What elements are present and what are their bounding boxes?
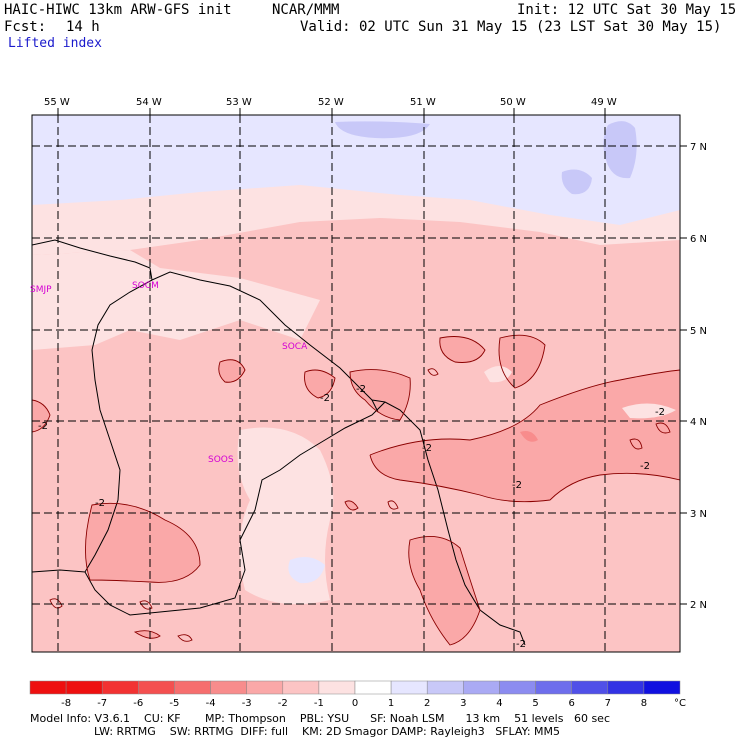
lon-label: 53 W — [226, 97, 252, 108]
footer-line-1: Model Info: V3.6.1 CU: KF MP: Thompson P… — [30, 712, 610, 725]
colorbar-tick-label: 4 — [496, 698, 502, 709]
colorbar-cell — [463, 680, 500, 695]
colorbar-tick-label: -2 — [278, 698, 288, 709]
colorbar-cell — [318, 680, 356, 695]
lon-label: 52 W — [318, 97, 344, 108]
colorbar-unit: °C — [674, 698, 686, 709]
lon-label: 51 W — [410, 97, 436, 108]
fcst-label: Fcst: — [4, 19, 47, 35]
colorbar-tick-label: -5 — [169, 698, 179, 709]
valid-time: Valid: 02 UTC Sun 31 May 15 (23 LST Sat … — [300, 19, 722, 35]
shaded-field — [32, 115, 680, 652]
station-labels: SMJP SOCM SOCA SOOS — [30, 281, 308, 465]
colorbar-tick-label: -3 — [242, 698, 252, 709]
colorbar-cell — [607, 680, 645, 695]
lat-label: 2 N — [690, 600, 707, 611]
colorbar-cell — [643, 680, 681, 695]
lon-labels: 55 W 54 W 53 W 52 W 51 W 50 W 49 W — [44, 97, 617, 108]
colorbar-cell — [138, 680, 175, 695]
colorbar-cell — [354, 680, 392, 695]
colorbar-tick-label: 1 — [388, 698, 394, 709]
init-time: Init: 12 UTC Sat 30 May 15 — [517, 2, 737, 18]
station-label-smjp: SMJP — [30, 285, 52, 295]
colorbar: -8 -7 -6 -5 -4 -3 -2 -1 0 1 2 3 4 5 6 7 8 °C — [29, 680, 686, 709]
colorbar-tick-label: -8 — [61, 698, 71, 709]
fcst-value: 14 h — [66, 19, 100, 35]
lifted-index-map: 55 W 54 W 53 W 52 W 51 W 50 W 49 W 7 N 6… — [30, 97, 707, 653]
colorbar-cell — [65, 680, 103, 695]
lat-labels: 7 N 6 N 5 N 4 N 3 N 2 N — [690, 142, 707, 611]
lon-ticks — [57, 108, 606, 115]
lat-ticks — [680, 145, 687, 605]
contour-label: -2 — [640, 461, 650, 472]
lat-label: 7 N — [690, 142, 707, 153]
contour-label: -2 — [512, 480, 522, 491]
lat-label: 6 N — [690, 234, 707, 245]
colorbar-tick-label: 2 — [424, 698, 430, 709]
contour-label: -2 — [320, 393, 330, 404]
colorbar-cells — [29, 680, 681, 695]
station-label-socm: SOCM — [132, 281, 159, 291]
model-title: HAIC-HIWC 13km ARW-GFS init — [4, 2, 232, 18]
colorbar-tick-label: -6 — [133, 698, 143, 709]
lat-label: 5 N — [690, 326, 707, 337]
colorbar-cell — [101, 680, 139, 695]
colorbar-cell — [29, 680, 67, 695]
lon-label: 49 W — [591, 97, 617, 108]
colorbar-cell — [571, 680, 609, 695]
contour-label: -2 — [95, 498, 105, 509]
colorbar-tick-label: -7 — [97, 698, 107, 709]
lon-label: 55 W — [44, 97, 70, 108]
lat-label: 4 N — [690, 417, 707, 428]
colorbar-ticks: -8 -7 -6 -5 -4 -3 -2 -1 0 1 2 3 4 5 6 7 8 — [61, 698, 647, 709]
colorbar-cell — [174, 680, 211, 695]
colorbar-tick-label: -1 — [314, 698, 324, 709]
contour-lines — [32, 334, 680, 646]
colorbar-cell — [390, 680, 428, 695]
colorbar-tick-label: 3 — [460, 698, 466, 709]
colorbar-cell — [499, 680, 536, 695]
colorbar-cell — [426, 680, 464, 695]
colorbar-tick-label: 5 — [532, 698, 538, 709]
colorbar-cell — [535, 680, 572, 695]
lon-label: 50 W — [500, 97, 526, 108]
colorbar-tick-label: 7 — [605, 698, 611, 709]
field-name: Lifted index — [8, 36, 102, 51]
footer-line-2: LW: RRTMG SW: RRTMG DIFF: full KM: 2D Sm… — [94, 725, 560, 738]
colorbar-cell — [246, 680, 284, 695]
colorbar-tick-label: 6 — [569, 698, 575, 709]
colorbar-tick-label: 0 — [352, 698, 358, 709]
contour-label: -2 — [38, 421, 48, 432]
lon-label: 54 W — [136, 97, 162, 108]
lat-label: 3 N — [690, 509, 707, 520]
center-name: NCAR/MMM — [272, 2, 340, 18]
station-label-soos: SOOS — [208, 455, 234, 465]
colorbar-cell — [210, 680, 247, 695]
contour-label: -2 — [422, 443, 432, 454]
graticule — [32, 115, 680, 652]
colorbar-tick-label: -4 — [206, 698, 216, 709]
contour-label: -2 — [655, 407, 665, 418]
colorbar-cell — [282, 680, 320, 695]
colorbar-tick-label: 8 — [641, 698, 647, 709]
map-frame — [31, 114, 681, 653]
station-label-soca: SOCA — [282, 342, 308, 352]
contour-label: -2 — [516, 639, 526, 650]
contour-labels: -2 -2 -2 -2 -2 -2 -2 -2 -2 — [38, 384, 665, 650]
contour-label: -2 — [356, 384, 366, 395]
